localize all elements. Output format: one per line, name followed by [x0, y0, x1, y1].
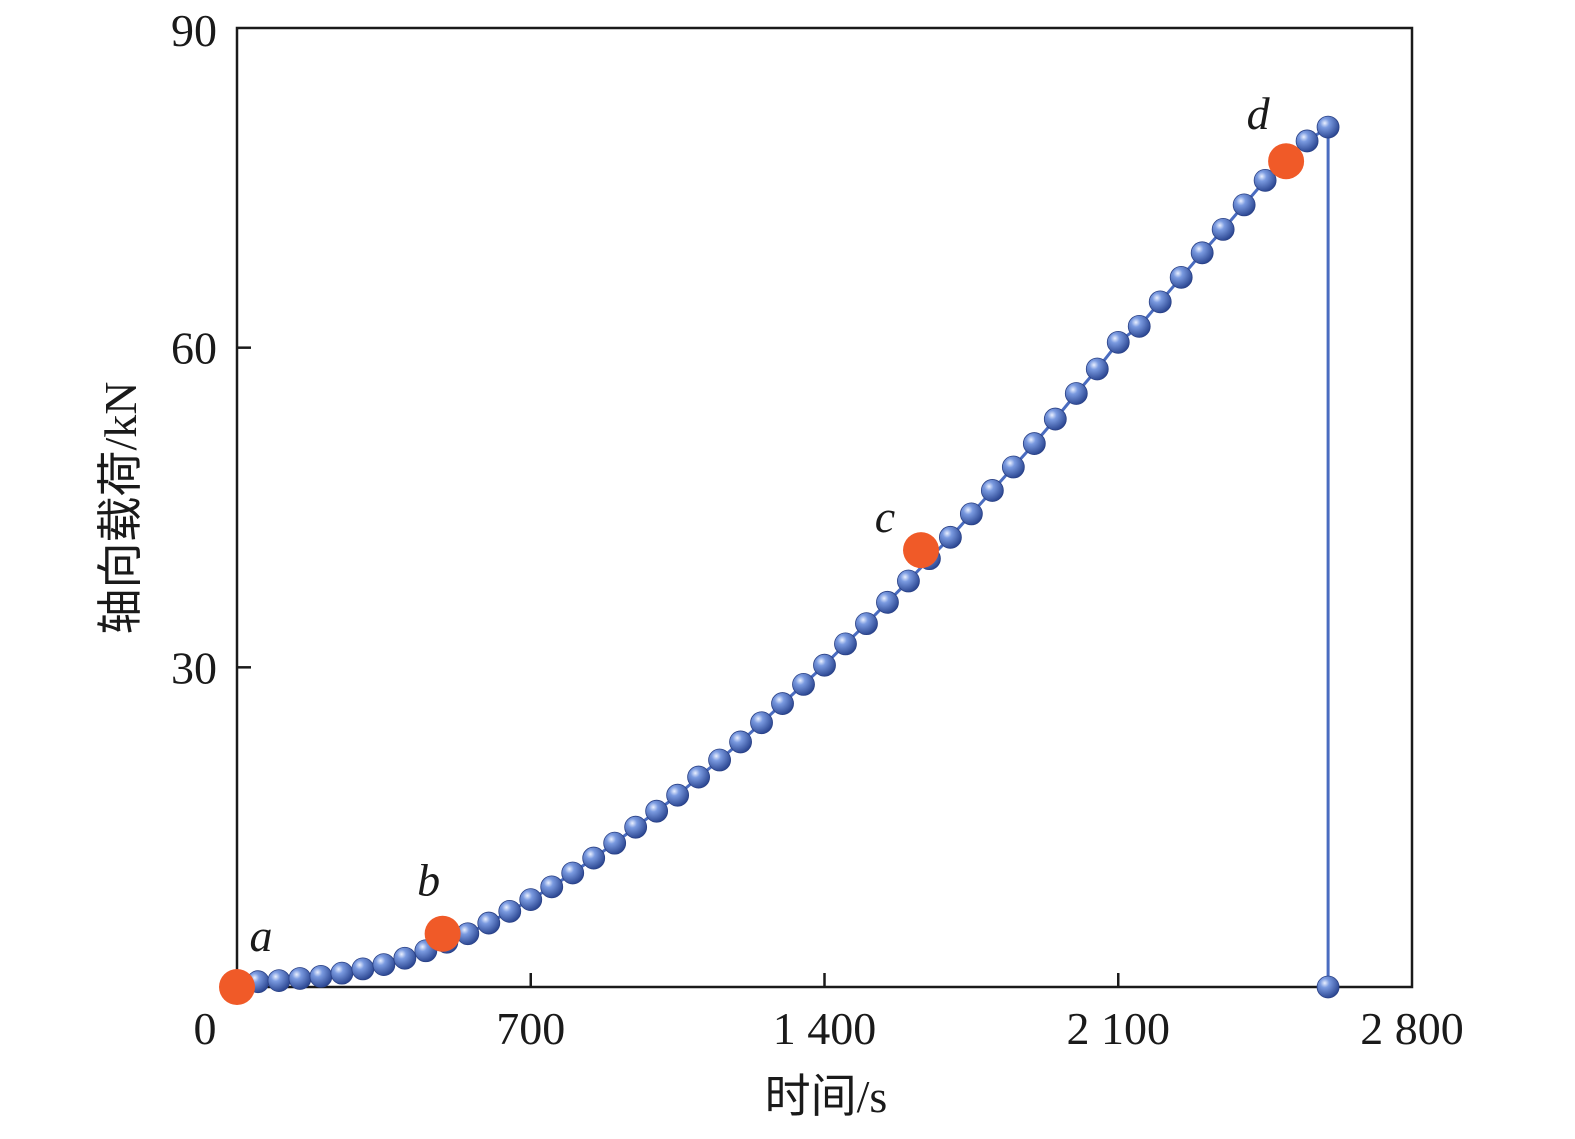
data-point: [477, 911, 501, 935]
data-point: [1211, 217, 1235, 241]
data-point: [708, 748, 731, 772]
highlight-point-b: [424, 915, 461, 952]
data-point: [1316, 115, 1340, 139]
data-point: [624, 815, 648, 839]
data-point: [729, 730, 752, 754]
x-axis-title: 时间/s: [765, 1071, 888, 1122]
data-point: [393, 946, 417, 970]
data-point: [372, 953, 396, 977]
data-point: [1295, 129, 1319, 153]
highlight-label-d: d: [1247, 88, 1271, 139]
y-tick-label: 30: [171, 642, 217, 693]
highlight-point-a: [219, 969, 255, 1005]
data-point: [603, 831, 627, 855]
data-point: [540, 875, 564, 899]
data-point: [792, 672, 815, 696]
data-point: [267, 969, 291, 993]
data-point: [330, 961, 354, 985]
data-point: [938, 525, 962, 549]
data-point: [1190, 241, 1214, 265]
data-point: [897, 569, 920, 593]
y-tick-label: 90: [171, 5, 217, 56]
data-point: [876, 590, 899, 614]
data-point: [1232, 193, 1256, 217]
data-point: [980, 479, 1004, 502]
data-point: [645, 799, 669, 823]
highlight-label-a: a: [250, 910, 273, 961]
data-point: [771, 692, 794, 715]
data-point: [519, 888, 543, 912]
y-tick-label: 60: [171, 323, 217, 374]
data-point: [687, 765, 711, 789]
data-point: [309, 964, 333, 988]
highlight-label-b: b: [417, 855, 440, 906]
data-point: [855, 612, 878, 636]
data-point: [1106, 330, 1130, 354]
x-tick-label: 700: [496, 1003, 565, 1054]
data-point: [1169, 265, 1193, 289]
data-point: [561, 861, 585, 885]
data-point: [1127, 314, 1151, 338]
data-point: [1022, 432, 1046, 455]
y-axis-title: 轴向载荷/kN: [95, 382, 146, 635]
data-point: [959, 502, 983, 526]
data-point: [1316, 975, 1340, 999]
data-point: [1001, 455, 1025, 479]
highlight-point-c: [903, 532, 940, 569]
data-point: [1043, 407, 1067, 431]
data-point: [750, 711, 773, 735]
data-point: [288, 967, 312, 990]
x-tick-label: 1 400: [773, 1003, 877, 1054]
data-point: [351, 957, 375, 981]
data-point: [1064, 382, 1088, 405]
data-point: [813, 653, 836, 677]
data-point: [582, 846, 606, 870]
data-point: [1253, 168, 1277, 192]
data-point: [498, 899, 522, 923]
x-tick-label: 2 800: [1360, 1003, 1464, 1054]
data-point: [834, 632, 857, 656]
highlight-point-d: [1268, 143, 1305, 180]
data-point: [1085, 357, 1109, 381]
data-point: [666, 783, 690, 807]
data-point: [1148, 290, 1172, 314]
x-tick-label: 2 100: [1067, 1003, 1171, 1054]
highlight-label-c: c: [875, 491, 895, 542]
x-tick-label: 0: [194, 1003, 217, 1054]
plot-frame: [235, 26, 1414, 989]
